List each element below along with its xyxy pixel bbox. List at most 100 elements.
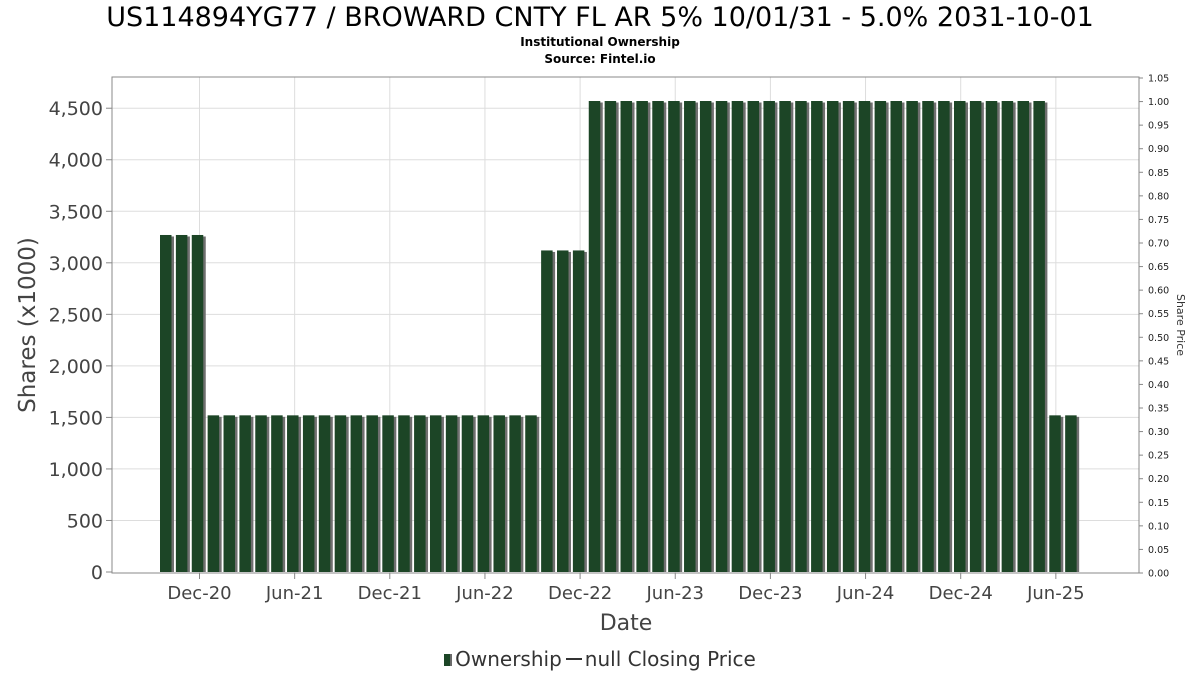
y-axis-left: 0 500 1,000 1,500 2,000 2,500 3,000 3,500 4,000 4… <box>49 77 113 584</box>
y-tick-label: 1,000 <box>49 459 103 481</box>
ownership-bar <box>763 101 775 572</box>
ownership-bar <box>811 101 823 572</box>
ownership-bar <box>557 250 569 572</box>
ownership-bar <box>699 101 712 572</box>
ownership-bar <box>525 415 537 572</box>
ownership-bar <box>572 250 585 572</box>
ownership-bar <box>477 415 490 572</box>
y-tick-label: 4,500 <box>49 98 103 120</box>
y2-tick-label: 0.15 <box>1148 498 1169 509</box>
ownership-bar <box>747 101 760 572</box>
ownership-bar <box>1017 101 1030 572</box>
ownership-bar <box>954 101 966 572</box>
y2-tick-label: 0.60 <box>1148 286 1169 297</box>
ownership-bar <box>715 101 728 572</box>
y2-tick-label: 0.90 <box>1148 144 1169 155</box>
y-tick-label: 0 <box>91 562 103 584</box>
y-axis-label: Shares (x1000) <box>15 237 41 413</box>
ownership-bar <box>779 101 791 572</box>
y-tick-label: 2,000 <box>49 356 103 378</box>
y-tick-label: 3,500 <box>49 201 103 223</box>
ownership-bar <box>509 415 521 572</box>
bar-series-ownership <box>160 101 1080 573</box>
ownership-bar <box>588 101 601 572</box>
ownership-bar <box>191 234 204 573</box>
ownership-bar <box>366 415 378 572</box>
y2-tick-label: 0.80 <box>1148 191 1169 202</box>
chart-subtitle: Institutional Ownership <box>520 35 680 49</box>
price-legend-line <box>565 658 582 660</box>
y2-tick-label: 0.85 <box>1148 168 1169 179</box>
y-tick-label: 3,000 <box>49 253 103 275</box>
y2-tick-label: 0.95 <box>1148 121 1169 132</box>
legend: Ownership null Closing Price <box>0 647 1200 671</box>
y2-tick-label: 0.70 <box>1148 239 1169 250</box>
ownership-bar <box>795 101 807 572</box>
x-tick-label: Dec-20 <box>167 583 231 604</box>
ownership-bar <box>271 415 283 572</box>
ownership-bar <box>985 101 998 572</box>
y2-tick-label: 0.45 <box>1148 356 1169 367</box>
ownership-bar <box>842 101 855 572</box>
x-tick-label: Jun-23 <box>645 583 704 604</box>
ownership-legend-swatch <box>444 654 453 666</box>
ownership-bar <box>175 234 188 573</box>
x-tick-label: Jun-25 <box>1026 583 1085 604</box>
x-axis-label: Date <box>600 611 653 636</box>
ownership-bar <box>922 101 934 572</box>
y2-tick-label: 1.00 <box>1148 97 1169 108</box>
ownership-bar <box>255 415 267 572</box>
ownership-bar <box>668 101 680 572</box>
ownership-bar <box>461 415 474 572</box>
y2-tick-label: 0.40 <box>1148 380 1169 391</box>
chart-source: Source: Fintel.io <box>544 52 656 66</box>
x-tick-label: Jun-24 <box>836 583 895 604</box>
ownership-bar <box>398 415 410 572</box>
ownership-bar <box>1049 415 1061 572</box>
x-tick-label: Dec-22 <box>548 583 612 604</box>
ownership-bar <box>604 101 617 572</box>
y2-tick-label: 1.05 <box>1148 74 1169 85</box>
y2-tick-label: 0.05 <box>1148 545 1169 556</box>
ownership-bar <box>429 415 442 572</box>
ownership-bar <box>493 415 505 572</box>
ownership-bar <box>318 415 331 572</box>
x-tick-label: Dec-23 <box>738 583 802 604</box>
ownership-bar <box>223 415 236 572</box>
y2-tick-label: 0.25 <box>1148 451 1169 462</box>
y-tick-label: 4,000 <box>49 150 103 172</box>
x-tick-label: Dec-21 <box>358 583 422 604</box>
ownership-bar <box>826 101 839 572</box>
x-tick-label: Jun-22 <box>455 583 514 604</box>
ownership-bar <box>858 101 871 572</box>
ownership-bar <box>207 415 220 572</box>
ownership-bar <box>620 101 633 572</box>
ownership-bar <box>382 415 394 572</box>
y2-tick-label: 0.35 <box>1148 404 1169 415</box>
y2-tick-label: 0.75 <box>1148 215 1169 226</box>
ownership-bar <box>334 415 347 572</box>
y-tick-label: 2,500 <box>49 304 103 326</box>
ownership-bar <box>541 250 553 572</box>
y2-tick-label: 0.55 <box>1148 309 1169 320</box>
y-axis-right: 0.00 0.05 0.10 0.15 0.20 0.25 0.30 0.35 0.40 0.45… <box>1139 74 1169 580</box>
legend-price-label: null Closing Price <box>584 647 756 671</box>
ownership-bar <box>890 101 902 572</box>
legend-ownership-label: Ownership <box>455 647 562 671</box>
ownership-bar <box>160 234 172 573</box>
y2-axis-label: Share Price <box>1174 294 1187 356</box>
x-tick-label: Dec-24 <box>929 583 993 604</box>
ownership-bar <box>350 415 363 572</box>
y2-tick-label: 0.20 <box>1148 474 1169 485</box>
ownership-bar <box>636 101 648 572</box>
y2-tick-label: 0.30 <box>1148 427 1169 438</box>
ownership-bar <box>287 415 299 572</box>
ownership-bar <box>731 101 744 572</box>
ownership-bar <box>938 101 950 572</box>
ownership-bar <box>445 415 458 572</box>
chart-title: US114894YG77 / BROWARD CNTY FL AR 5% 10/… <box>106 2 1094 33</box>
ownership-bar <box>414 415 426 572</box>
ownership-bar <box>239 415 251 572</box>
y-tick-label: 500 <box>67 510 103 532</box>
